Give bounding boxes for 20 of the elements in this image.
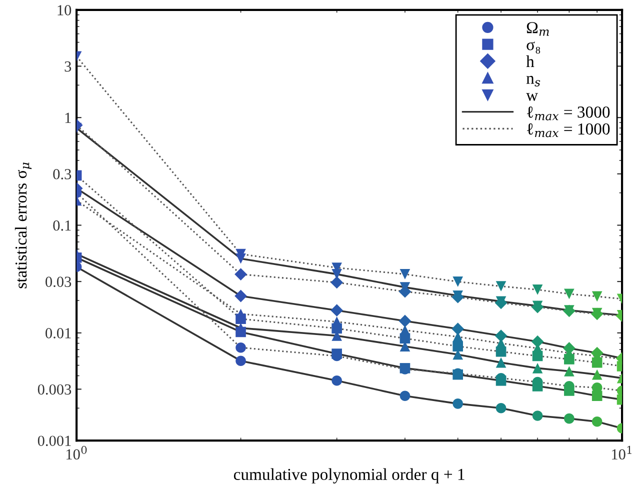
legend-label: w (526, 93, 538, 101)
y-tick-label: 0.01 (46, 328, 71, 338)
y-tick-label: 0.3 (53, 169, 72, 180)
y-axis-title: statistical errors σ$_{μ}$ (14, 162, 32, 288)
y-tick-label: 0.003 (38, 384, 72, 395)
legend-label: σ₈ (526, 42, 540, 54)
legend-label: Ω$_{m}$ (526, 22, 549, 36)
y-tick-label: 10 (58, 5, 72, 16)
legend-label: h (526, 55, 534, 67)
y-tick-label: 0.001 (38, 436, 71, 446)
x-axis-title: cumulative polynomial order q + 1 (234, 468, 464, 484)
y-tick-label: 3 (64, 61, 72, 72)
y-tick-label: 1 (65, 112, 71, 123)
legend-label: ℓ$_{max}$ = 1000 (527, 123, 610, 138)
x-tick-label: 10$^{1}$ (612, 446, 632, 460)
y-tick-label: 0.1 (53, 220, 71, 231)
x-tick-label: 10$^{0}$ (66, 446, 87, 460)
y-tick-label: 0.03 (46, 276, 72, 288)
legend-label: ℓ$_{max}$ = 3000 (527, 106, 610, 120)
legend-label: n$_{s}$ (526, 76, 540, 86)
